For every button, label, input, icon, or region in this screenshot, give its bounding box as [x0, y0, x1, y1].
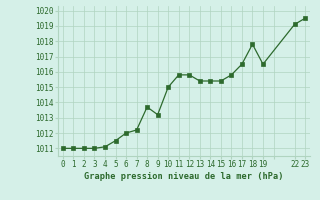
- X-axis label: Graphe pression niveau de la mer (hPa): Graphe pression niveau de la mer (hPa): [84, 172, 284, 181]
